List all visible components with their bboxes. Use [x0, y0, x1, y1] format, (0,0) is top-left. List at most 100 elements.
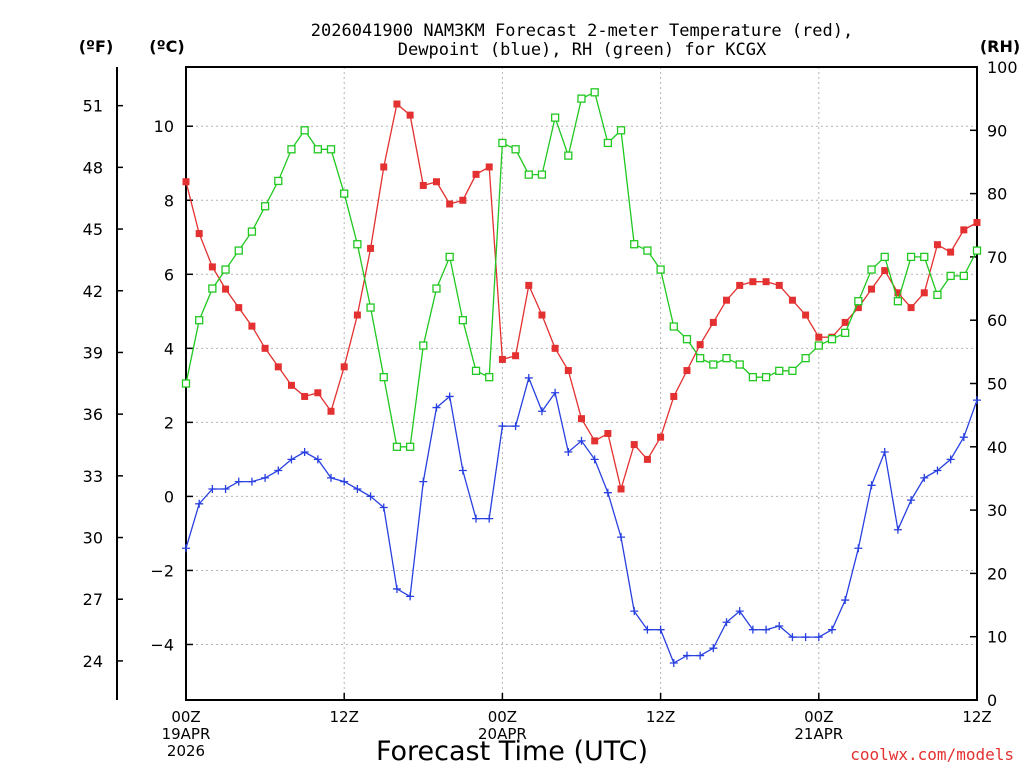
data-point [472, 514, 481, 523]
data-point [406, 111, 414, 119]
data-point [472, 170, 480, 178]
data-point [827, 625, 836, 634]
data-point [814, 341, 823, 350]
data-point [775, 366, 784, 375]
data-point [723, 296, 731, 304]
data-point [301, 392, 309, 400]
data-point [670, 392, 678, 400]
rh-tick-label: 30 [987, 501, 1007, 520]
data-point [392, 584, 401, 593]
data-point [603, 488, 612, 497]
data-point [920, 473, 929, 482]
data-point [656, 265, 665, 274]
data-point [445, 392, 454, 401]
data-point [617, 533, 626, 542]
rh-tick-label: 40 [987, 438, 1007, 457]
data-point [405, 442, 415, 451]
series-rh [181, 88, 982, 451]
data-point [551, 388, 560, 397]
data-point [380, 163, 388, 171]
data-point [907, 304, 915, 312]
data-point [366, 492, 375, 501]
data-point [287, 145, 296, 154]
data-point [709, 318, 717, 326]
series-line [185, 102, 978, 492]
data-point [577, 94, 586, 103]
data-point [234, 246, 243, 255]
fahrenheit-tick-label: 45 [83, 220, 103, 239]
rh-tick-label: 50 [987, 375, 1007, 394]
data-point [893, 525, 902, 534]
data-point [736, 281, 744, 289]
data-point [959, 433, 968, 442]
data-point [709, 644, 718, 653]
data-point [247, 227, 257, 236]
rh-tick-label: 80 [987, 185, 1007, 204]
data-point [564, 151, 573, 160]
data-point [274, 363, 282, 371]
data-point [590, 88, 599, 97]
data-point [379, 503, 388, 512]
data-point [591, 437, 599, 445]
data-point [880, 447, 889, 456]
data-point [748, 625, 757, 634]
data-point [933, 466, 942, 475]
data-point [643, 455, 651, 463]
x-tick-label: 19APR [162, 725, 211, 743]
data-point [393, 100, 401, 108]
data-point [630, 607, 639, 616]
data-point [260, 202, 270, 211]
x-tick-label: 00Z [488, 708, 517, 726]
fahrenheit-tick-label: 24 [83, 652, 103, 671]
data-point [208, 485, 217, 493]
data-point [906, 252, 916, 262]
data-point [353, 311, 361, 319]
data-point [682, 335, 692, 344]
data-point [946, 271, 955, 281]
data-point [630, 240, 639, 249]
data-point [379, 373, 388, 382]
data-point [590, 455, 599, 464]
data-point [683, 367, 691, 375]
data-point [867, 481, 876, 490]
data-point [340, 189, 349, 198]
data-point [525, 281, 533, 289]
data-point [247, 477, 256, 486]
data-point [669, 658, 678, 667]
data-point [274, 176, 283, 186]
data-point [445, 252, 454, 262]
data-point [327, 407, 335, 415]
data-point [880, 252, 889, 262]
data-point [893, 297, 903, 306]
celsius-tick-label: 2 [164, 413, 174, 432]
data-point [814, 633, 823, 642]
data-point [538, 311, 546, 319]
rh-tick-label: 70 [987, 248, 1007, 267]
data-point [577, 436, 586, 445]
data-point [616, 126, 626, 135]
data-point [498, 422, 507, 431]
data-point [854, 304, 862, 312]
data-point [881, 267, 889, 275]
data-point [604, 429, 612, 437]
data-point [511, 145, 520, 154]
x-tick-label: 00Z [171, 708, 200, 726]
data-point [933, 290, 942, 300]
data-point [643, 625, 652, 634]
data-point [841, 596, 850, 605]
data-point [524, 170, 533, 179]
data-point [432, 178, 440, 186]
data-point [722, 618, 731, 627]
data-point [868, 285, 876, 293]
data-point [392, 442, 402, 451]
celsius-tick-label: 0 [164, 487, 174, 506]
data-point [537, 170, 547, 179]
data-point [788, 633, 797, 642]
fahrenheit-tick-label: 36 [83, 405, 103, 424]
data-point [827, 335, 837, 344]
data-point [841, 328, 850, 338]
data-point [630, 441, 638, 449]
data-point [933, 241, 941, 249]
data-point [762, 625, 771, 634]
data-point [195, 230, 203, 238]
